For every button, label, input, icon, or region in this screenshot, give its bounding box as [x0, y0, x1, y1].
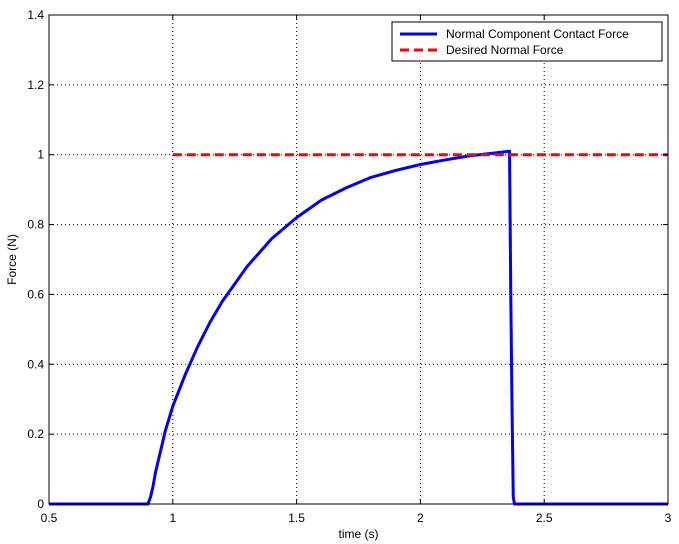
legend-label-1: Normal Component Contact Force — [446, 27, 629, 41]
y-tick-label: 1.2 — [27, 78, 44, 92]
x-tick-label: 1 — [169, 511, 176, 525]
x-tick-label: 0.5 — [41, 511, 58, 525]
legend-label-2: Desired Normal Force — [446, 43, 564, 57]
y-tick-label: 1.4 — [27, 8, 44, 22]
x-tick-label: 2.5 — [536, 511, 553, 525]
axis-ticks: 0.5 1 1.5 2 2.5 3 0 0.2 0.4 0.6 0.8 1 1.2 1.4 — [27, 8, 671, 525]
x-tick-label: 1.5 — [288, 511, 305, 525]
y-tick-label: 0.6 — [27, 287, 44, 301]
y-tick-label: 0.2 — [27, 427, 44, 441]
y-tick-label: 0 — [37, 497, 44, 511]
y-tick-label: 0.4 — [27, 357, 44, 371]
grid-lines — [49, 15, 668, 504]
x-axis-label: time (s) — [339, 527, 379, 541]
y-tick-label: 1 — [37, 148, 44, 162]
legend: Normal Component Contact Force Desired No… — [391, 21, 663, 62]
series-line-1 — [49, 149, 668, 506]
y-tick-label: 0.8 — [27, 218, 44, 232]
x-tick-label: 3 — [665, 511, 672, 525]
y-axis-label: Force (N) — [5, 234, 19, 285]
x-tick-label: 2 — [417, 511, 424, 525]
series-layer — [49, 149, 668, 506]
legend-box — [391, 21, 663, 62]
plot-frame — [48, 14, 669, 505]
